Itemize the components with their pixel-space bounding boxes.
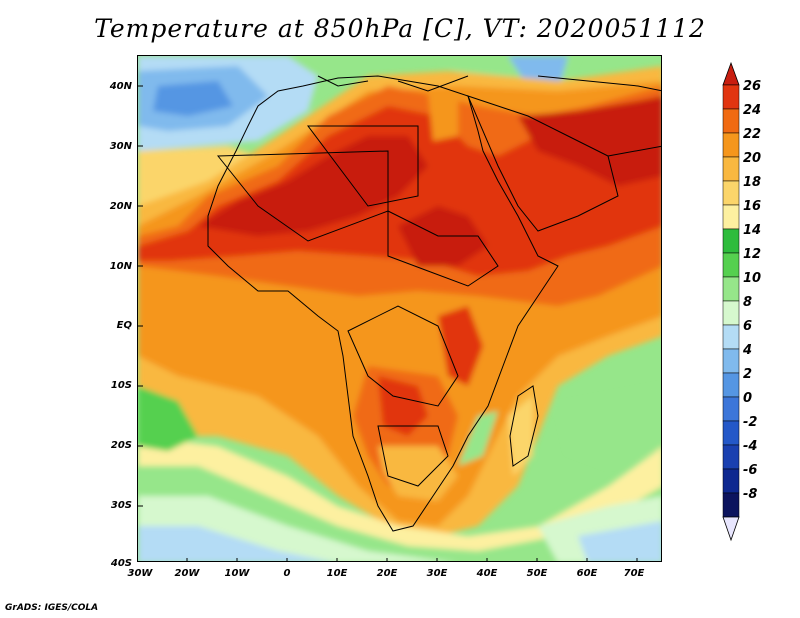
colorbar-segment [722, 228, 740, 254]
colorbar-label: 22 [743, 127, 761, 142]
latitude-labels: 40N 30N 20N 10N EQ 10S 20S 30S 40S [109, 81, 133, 569]
colorbar-segment [722, 324, 740, 350]
colorbar-label: -8 [743, 487, 757, 502]
colorbar-segment [722, 156, 740, 182]
lon-label: 10W [225, 568, 251, 579]
colorbar-label: 10 [743, 271, 761, 286]
colorbar-label: 16 [743, 199, 761, 214]
lat-label: 40N [109, 81, 133, 92]
colorbar-label: 4 [742, 343, 752, 358]
colorbar-label: 8 [743, 295, 752, 310]
lon-label: 60E [577, 568, 598, 579]
colorbar-segment [722, 252, 740, 278]
colorbar-segment [722, 132, 740, 158]
colorbar-label: -6 [743, 463, 757, 478]
lon-label: 50E [527, 568, 548, 579]
map-ticks [138, 85, 638, 561]
lat-label: 30S [111, 500, 132, 511]
lon-label: 20W [175, 568, 201, 579]
colorbar-label: 20 [743, 151, 761, 166]
lat-label: 30N [110, 141, 133, 152]
colorbar-label: 6 [743, 319, 752, 334]
map-field [138, 56, 661, 561]
lat-label: 20N [110, 201, 133, 212]
lon-label: 40E [476, 568, 498, 579]
colorbar-segment [722, 180, 740, 206]
lat-label: 10N [110, 261, 133, 272]
lon-label: 0 [284, 568, 291, 579]
lat-label: EQ [117, 320, 133, 331]
colorbar-label: 12 [743, 247, 761, 262]
colorbar-segment [722, 84, 740, 110]
lon-label: 30W [128, 568, 154, 579]
colorbar-label: 26 [743, 79, 761, 94]
colorbar-segment [722, 348, 740, 374]
lon-label: 20E [377, 568, 398, 579]
colorbar-segment [722, 372, 740, 398]
colorbar [722, 61, 740, 542]
colorbar-segment [722, 276, 740, 302]
lon-label: 70E [624, 568, 645, 579]
lat-label: 40S [110, 558, 132, 569]
colorbar-label: 24 [743, 103, 761, 118]
longitude-labels: 30W 20W 10W 0 10E 20E 30E 40E 50E 60E 70… [128, 568, 645, 579]
lon-label: 30E [427, 568, 448, 579]
temperature-map[interactable] [137, 55, 662, 562]
colorbar-label: 0 [743, 391, 752, 406]
colorbar-label: -4 [743, 439, 757, 454]
colorbar-segment [722, 108, 740, 134]
colorbar-label: -2 [743, 415, 757, 430]
lat-label: 10S [111, 380, 132, 391]
coastlines [207, 75, 661, 532]
colorbar-segment [722, 300, 740, 326]
colorbar-segment [722, 420, 740, 446]
lat-label: 20S [111, 440, 132, 451]
map-title: Temperature at 850hPa [C], VT: 202005111… [94, 14, 706, 43]
colorbar-top-cap [722, 61, 740, 86]
colorbar-segment [722, 468, 740, 494]
colorbar-labels: 26 24 22 20 18 16 14 12 10 8 6 4 2 0 -2 … [742, 79, 761, 502]
colorbar-segment [722, 492, 740, 518]
colorbar-label: 14 [743, 223, 761, 238]
colorbar-segment [722, 444, 740, 470]
colorbar-segment [722, 396, 740, 422]
colorbar-bottom-cap [722, 516, 740, 542]
grads-credit: GrADS: IGES/COLA [5, 603, 99, 613]
colorbar-segment [722, 204, 740, 230]
colorbar-label: 2 [743, 367, 752, 382]
lon-label: 10E [327, 568, 348, 579]
colorbar-label: 18 [743, 175, 761, 190]
